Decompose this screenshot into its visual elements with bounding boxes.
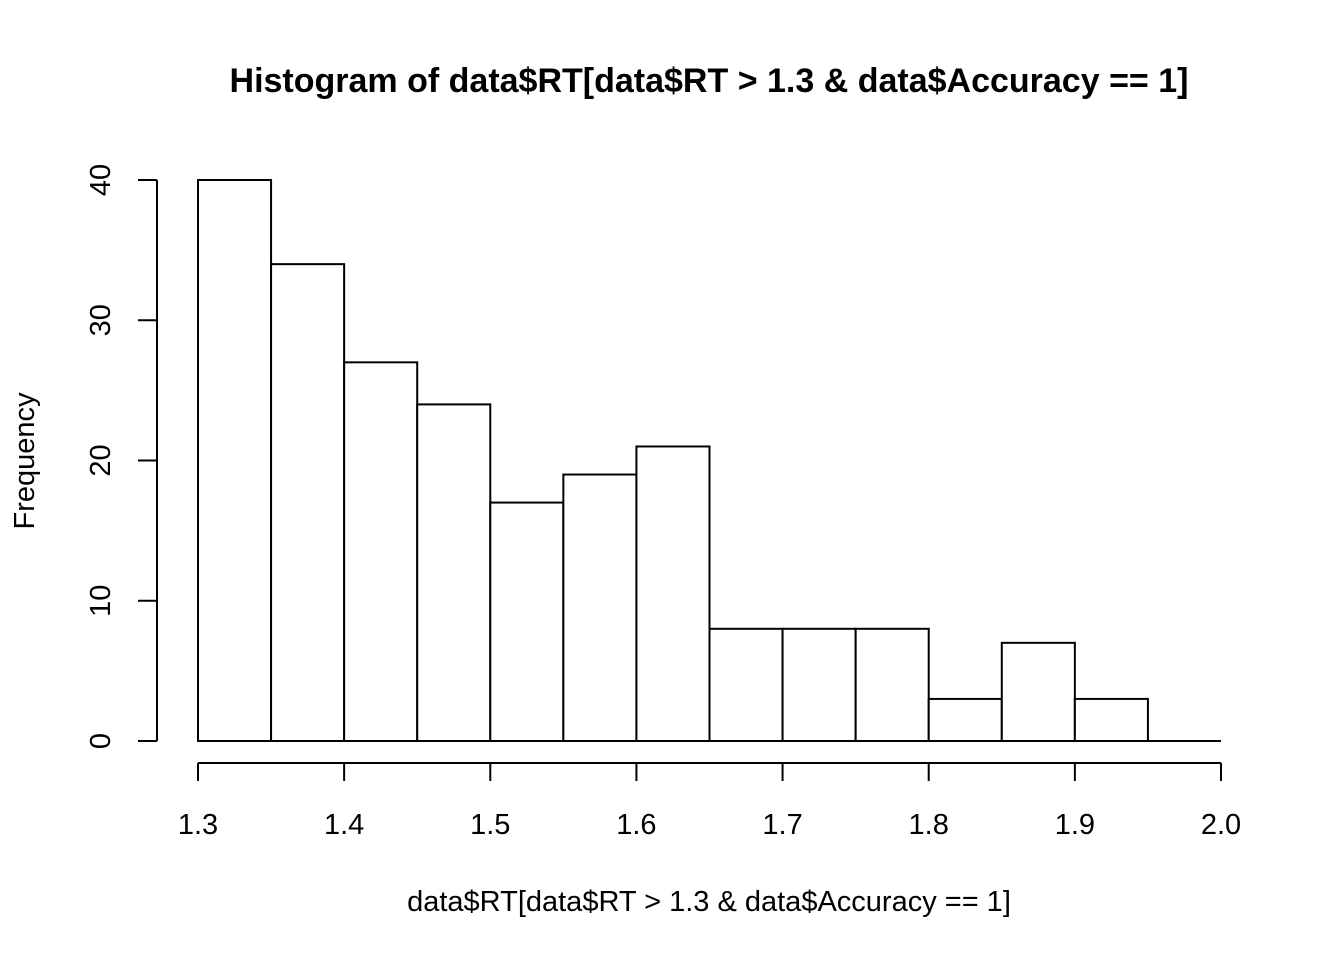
y-tick-label: 40 bbox=[85, 164, 117, 196]
histogram-bars bbox=[197, 179, 1221, 743]
x-tick-label: 1.6 bbox=[616, 809, 656, 841]
chart-title: Histogram of data$RT[data$RT > 1.3 & dat… bbox=[230, 62, 1189, 100]
x-tick-label: 1.9 bbox=[1055, 809, 1095, 841]
x-tick-label: 1.5 bbox=[470, 809, 510, 841]
x-tick-label: 1.8 bbox=[909, 809, 949, 841]
x-tick-label: 2.0 bbox=[1201, 809, 1241, 841]
histogram-bar bbox=[489, 501, 565, 743]
histogram-bar bbox=[562, 473, 638, 742]
histogram-bar bbox=[708, 627, 784, 742]
y-axis: 0 10 20 30 40 bbox=[85, 164, 158, 749]
x-axis-label: data$RT[data$RT > 1.3 & data$Accuracy ==… bbox=[407, 886, 1011, 918]
x-tick-label: 1.3 bbox=[178, 809, 218, 841]
y-tick-label: 10 bbox=[85, 585, 117, 617]
histogram-bar bbox=[781, 627, 857, 742]
y-axis-label: Frequency bbox=[9, 392, 41, 530]
histogram-bar bbox=[197, 179, 273, 742]
histogram-bar bbox=[270, 263, 346, 742]
x-tick-label: 1.7 bbox=[762, 809, 802, 841]
histogram-bar bbox=[343, 361, 419, 742]
histogram-bar bbox=[927, 697, 1003, 742]
histogram-bar bbox=[635, 445, 711, 742]
x-axis: 1.3 1.4 1.5 1.6 1.7 1.8 1.9 2.0 bbox=[178, 762, 1241, 841]
y-tick-label: 30 bbox=[85, 304, 117, 336]
histogram-bar bbox=[416, 403, 492, 742]
histogram-bar bbox=[854, 627, 930, 742]
x-tick-label: 1.4 bbox=[324, 809, 364, 841]
y-tick-label: 0 bbox=[85, 733, 117, 749]
histogram-bar bbox=[1073, 697, 1149, 742]
y-tick-label: 20 bbox=[85, 444, 117, 476]
histogram-bar bbox=[1000, 641, 1076, 743]
